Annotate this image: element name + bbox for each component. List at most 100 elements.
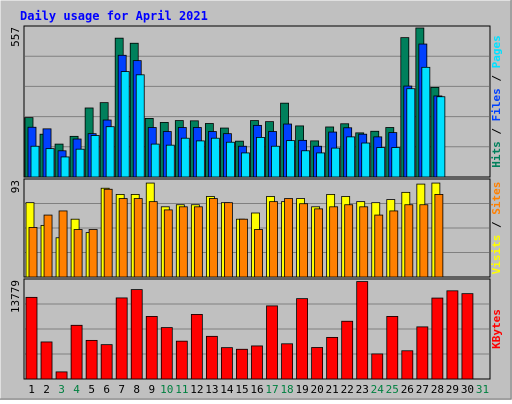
hits-bar-pages-day-4: [75, 148, 85, 178]
visits-bar-sites-day-5: [88, 229, 98, 278]
hits-bar-pages-day-5: [90, 135, 100, 178]
hits-bar-pages-day-20: [316, 152, 326, 178]
hits-bar-pages-day-11: [180, 137, 190, 178]
panel-visits: 93 Visits / Sites: [9, 178, 503, 278]
day-label-4: 4: [73, 383, 80, 396]
day-label-22: 22: [341, 383, 354, 396]
visits-bar-sites-day-12: [193, 206, 203, 278]
day-label-29: 29: [446, 383, 459, 396]
visits-bar-sites-day-8: [133, 198, 143, 278]
hits-bar-pages-day-1: [30, 145, 40, 178]
hits-bar-pages-day-26: [406, 88, 416, 178]
day-label-8: 8: [133, 383, 140, 396]
visits-bar-sites-day-3: [58, 210, 68, 278]
visits-bar-sites-day-1: [28, 227, 38, 278]
hits-bar-pages-day-25: [391, 147, 401, 178]
kbytes-bar-kbytes-day-4: [70, 324, 83, 380]
day-label-21: 21: [326, 383, 339, 396]
day-label-25: 25: [386, 383, 399, 396]
hits-legend-files: Files: [490, 88, 503, 121]
hits-bar-pages-day-9: [150, 143, 160, 178]
kbytes-bar-kbytes-day-6: [100, 344, 113, 380]
hits-bar-pages-day-8: [135, 74, 145, 178]
hits-legend-pages: Pages: [490, 35, 503, 68]
visits-bar-sites-day-7: [118, 198, 128, 278]
visits-max-label: 93: [9, 180, 22, 193]
kbytes-bar-kbytes-day-13: [205, 335, 218, 380]
day-label-19: 19: [295, 383, 308, 396]
kbytes-bar-kbytes-day-17: [266, 305, 278, 380]
visits-bars: [25, 182, 444, 278]
visits-legend-sites: Sites: [490, 182, 503, 215]
kbytes-bar-kbytes-day-16: [251, 345, 263, 380]
kbytes-bar-kbytes-day-8: [130, 289, 143, 380]
day-label-9: 9: [148, 383, 155, 396]
visits-bar-sites-day-14: [224, 202, 233, 278]
kbytes-bar-kbytes-day-11: [175, 340, 188, 380]
hits-bar-pages-day-17: [271, 145, 280, 178]
kbytes-bar-kbytes-day-1: [25, 296, 38, 380]
kbytes-legend-text: KBytes: [490, 309, 503, 349]
day-label-23: 23: [356, 383, 369, 396]
visits-bar-sites-day-9: [148, 201, 158, 278]
kbytes-bar-kbytes-day-9: [145, 316, 158, 380]
visits-bar-sites-day-2: [43, 214, 53, 278]
hits-bar-pages-day-12: [195, 140, 205, 178]
visits-bar-sites-day-15: [239, 218, 248, 278]
kbytes-bar-kbytes-day-21: [326, 336, 339, 380]
day-label-5: 5: [88, 383, 95, 396]
hits-legend-separator: /: [490, 68, 503, 88]
hits-bar-pages-day-3: [60, 156, 70, 178]
visits-bar-sites-day-25: [389, 210, 399, 278]
kbytes-bar-kbytes-day-20: [311, 347, 324, 380]
visits-bar-sites-day-24: [374, 214, 384, 278]
visits-legend: Visits / Sites: [490, 182, 503, 275]
hits-legend-text: Hits / Files / Pages: [490, 35, 503, 168]
kbytes-bar-kbytes-day-5: [85, 339, 98, 380]
day-label-16: 16: [250, 383, 263, 396]
kbytes-bar-kbytes-day-10: [160, 327, 173, 380]
kbytes-bar-kbytes-day-28: [431, 297, 444, 380]
hits-bar-pages-day-19: [301, 150, 310, 178]
hits-bar-pages-day-21: [331, 147, 341, 178]
hits-bar-pages-day-7: [120, 71, 130, 178]
visits-bar-sites-day-26: [404, 204, 414, 278]
hits-bar-pages-day-10: [165, 144, 175, 178]
visits-bar-sites-day-18: [284, 198, 293, 278]
visits-bar-sites-day-20: [314, 208, 324, 278]
visits-legend-text: Visits / Sites: [490, 182, 503, 275]
kbytes-bars: [25, 281, 474, 380]
day-label-11: 11: [175, 383, 188, 396]
visits-bar-sites-day-19: [299, 203, 308, 278]
kbytes-max-label: 13779: [9, 280, 22, 313]
kbytes-bar-kbytes-day-29: [446, 290, 459, 380]
hits-bar-pages-day-15: [241, 152, 250, 178]
kbytes-bar-kbytes-day-22: [341, 320, 354, 380]
hits-bar-pages-day-6: [105, 126, 115, 178]
kbytes-bar-kbytes-day-26: [401, 350, 414, 380]
day-label-17: 17: [265, 383, 278, 396]
kbytes-bar-kbytes-day-27: [416, 326, 429, 380]
visits-bar-sites-day-6: [103, 188, 113, 278]
hits-bar-pages-day-13: [210, 137, 220, 178]
visits-legend-visits: Visits: [490, 235, 503, 275]
day-labels: 1 2 3 4 5 6 7 8 9 10 11 12 13 14 15 16 17 18 19 20 21 22 23 24 2…: [28, 383, 489, 396]
kbytes-bar-kbytes-day-12: [190, 314, 203, 380]
visits-bar-sites-day-16: [254, 229, 263, 278]
panel-kbytes: 13779 KBytes: [9, 278, 503, 380]
kbytes-bar-kbytes-day-18: [281, 343, 293, 380]
day-label-6: 6: [103, 383, 110, 396]
visits-bar-sites-day-11: [178, 206, 188, 278]
kbytes-bar-kbytes-day-15: [236, 348, 248, 380]
day-label-28: 28: [431, 383, 444, 396]
visits-bar-sites-day-27: [419, 204, 429, 278]
day-label-14: 14: [220, 383, 234, 396]
hits-bar-pages-day-28: [436, 96, 446, 178]
hits-bar-pages-day-14: [226, 141, 235, 178]
day-label-18: 18: [280, 383, 293, 396]
visits-bar-sites-day-4: [73, 229, 83, 278]
kbytes-bar-kbytes-day-7: [115, 297, 128, 380]
hits-max-label: 557: [9, 27, 22, 47]
kbytes-bar-kbytes-day-14: [221, 347, 233, 380]
